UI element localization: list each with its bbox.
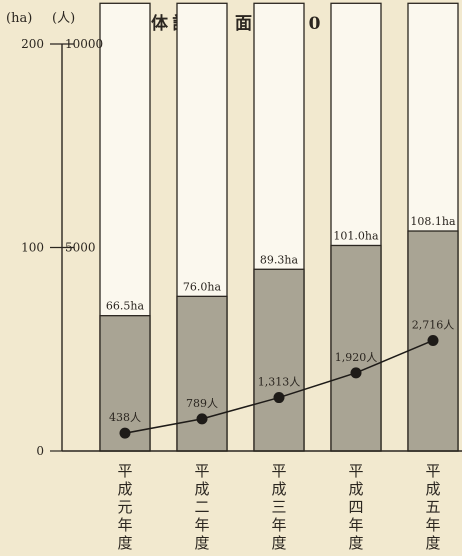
left-axis-unit: (ha): [6, 11, 32, 26]
category-label: 年: [117, 516, 132, 534]
category-label: 年: [194, 516, 209, 534]
bar-area: [253, 268, 305, 452]
category-label: 三: [271, 498, 286, 516]
population-line-layer: [119, 334, 439, 439]
bar-area: [176, 295, 228, 452]
category-label: 成: [425, 480, 440, 498]
right-axis-unit: (人): [52, 11, 75, 26]
population-label: 438人: [109, 411, 141, 424]
population-point: [427, 334, 439, 346]
left-tick-label: 100: [21, 241, 44, 255]
population-point: [350, 367, 362, 379]
labels-layer: 66.5ha平成元年度76.0ha平成二年度89.3ha平成三年度101.0ha…: [106, 215, 456, 552]
category-label: 五: [425, 498, 440, 516]
category-label: 年: [271, 516, 286, 534]
category-label: 成: [194, 480, 209, 498]
category-label: 度: [194, 534, 209, 552]
category-label: 度: [271, 534, 286, 552]
bar-value-label: 101.0ha: [333, 229, 379, 242]
bar-value-label: 66.5ha: [106, 300, 145, 313]
population-label: 789人: [186, 397, 218, 410]
population-label: 2,716人: [412, 318, 455, 331]
category-label: 平: [425, 462, 440, 480]
population-point: [196, 413, 208, 425]
category-label: 平: [194, 462, 209, 480]
category-label: 成: [348, 480, 363, 498]
bar-value-label: 76.0ha: [183, 280, 222, 293]
category-label: 年: [348, 516, 363, 534]
category-label: 度: [425, 534, 440, 552]
chart-title: 全体計画 面積220 ha: [129, 13, 366, 34]
bar-value-label: 89.3ha: [260, 253, 299, 266]
population-point: [119, 427, 131, 439]
left-tick-label: 0: [36, 444, 44, 458]
category-label: 平: [348, 462, 363, 480]
category-label: 平: [271, 462, 286, 480]
right-tick-label: 10000: [65, 37, 103, 51]
population-point: [273, 392, 285, 404]
category-label: 元: [117, 498, 132, 516]
left-tick-label: 200: [21, 37, 44, 51]
category-label: 年: [425, 516, 440, 534]
bar-value-label: 108.1ha: [410, 215, 456, 228]
category-label: 四: [348, 498, 363, 516]
axis-layer: 200 10000 100 5000 0: [21, 37, 462, 458]
bar-area: [330, 244, 382, 452]
category-label: 成: [117, 480, 132, 498]
category-label: 平: [117, 462, 132, 480]
category-label: 度: [117, 534, 132, 552]
category-label: 度: [348, 534, 363, 552]
category-label: 成: [271, 480, 286, 498]
category-label: 二: [194, 498, 209, 516]
right-tick-label: 5000: [65, 241, 96, 255]
population-label: 1,920人: [335, 351, 378, 364]
population-label: 1,313人: [258, 376, 301, 389]
bars-layer: [99, 2, 459, 452]
